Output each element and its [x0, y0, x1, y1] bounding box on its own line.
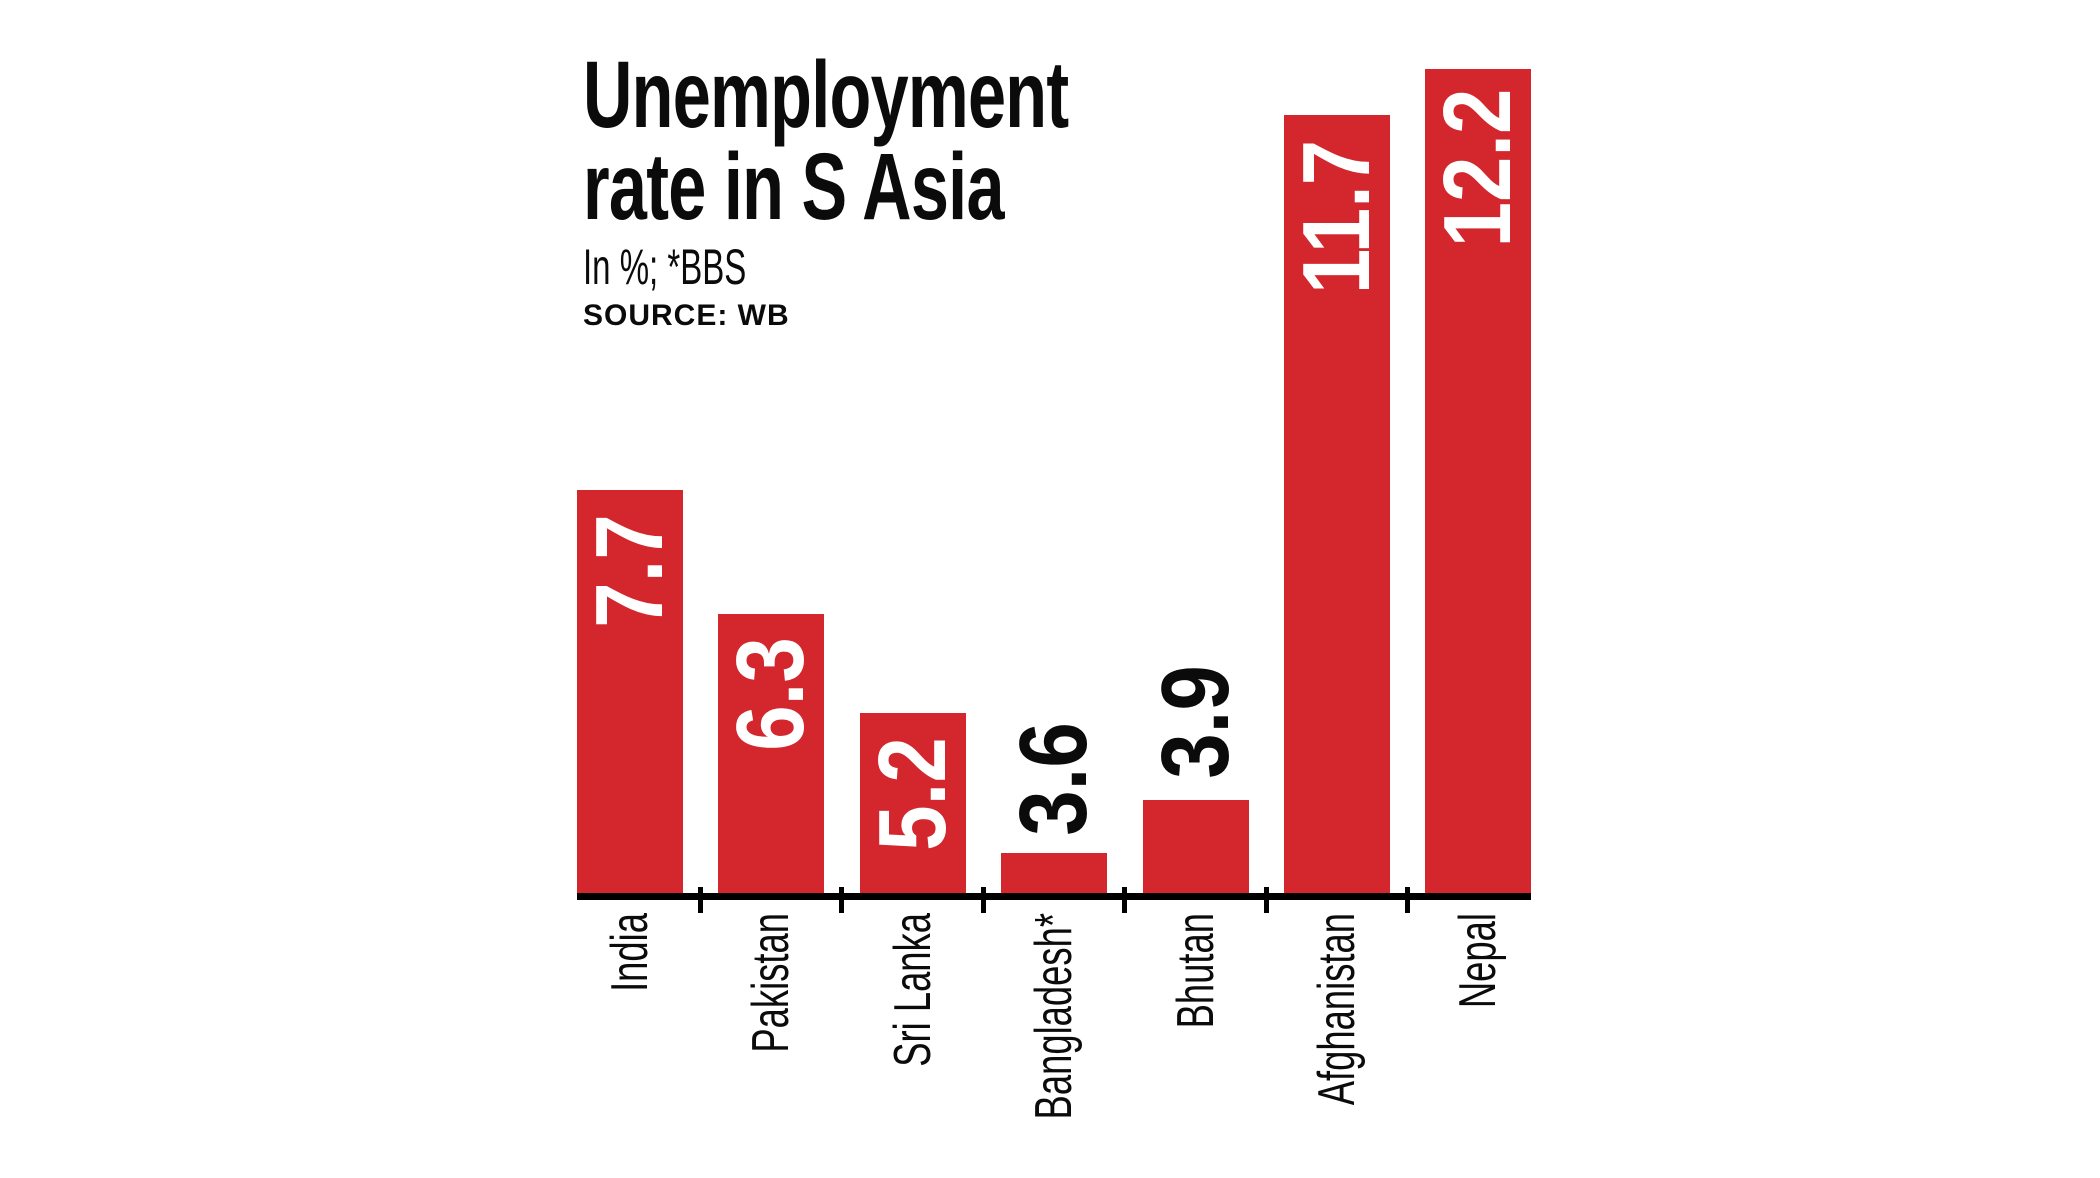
- value-text-india: 7.7: [576, 514, 683, 628]
- axis-tick-5: [1404, 887, 1410, 913]
- value-text-afghanistan: 11.7: [1283, 139, 1390, 295]
- value-text-bhutan: 3.9: [1142, 665, 1249, 779]
- value-text-pakistan: 6.3: [717, 637, 824, 751]
- value-text-sri-lanka: 5.2: [859, 737, 966, 851]
- bar-afghanistan: [1284, 115, 1390, 893]
- chart-title-line1: Unemployment: [583, 42, 1069, 148]
- bar-bhutan: [1143, 800, 1249, 893]
- category-text-india: India: [601, 913, 659, 992]
- chart-title-line2: rate in S Asia: [583, 134, 1004, 241]
- value-text-nepal: 12.2: [1424, 88, 1531, 248]
- chart-title: Unemployment rate in S Asia: [583, 42, 1069, 241]
- category-text-sri-lanka: Sri Lanka: [884, 913, 942, 1067]
- axis-tick-2: [980, 887, 986, 913]
- bar-sri-lanka: [860, 713, 966, 893]
- axis-tick-4: [1263, 887, 1269, 913]
- category-text-bhutan: Bhutan: [1167, 913, 1225, 1029]
- chart-subtitle: In %; *BBS: [583, 239, 747, 295]
- chart-source: SOURCE: WB: [583, 299, 790, 332]
- bar-nepal: [1425, 69, 1531, 893]
- x-axis: [577, 893, 1531, 900]
- bar-pakistan: [718, 614, 824, 893]
- axis-tick-3: [1121, 887, 1127, 913]
- value-text-bangladesh: 3.6: [1000, 722, 1107, 836]
- category-text-nepal: Nepal: [1449, 913, 1507, 1009]
- bar-india: [577, 490, 683, 893]
- category-text-afghanistan: Afghanistan: [1308, 913, 1366, 1106]
- bar-bangladesh: [1001, 853, 1107, 893]
- axis-tick-1: [838, 887, 844, 913]
- category-text-pakistan: Pakistan: [742, 913, 800, 1053]
- axis-tick-0: [697, 887, 703, 913]
- category-text-bangladesh: Bangladesh*: [1025, 913, 1083, 1120]
